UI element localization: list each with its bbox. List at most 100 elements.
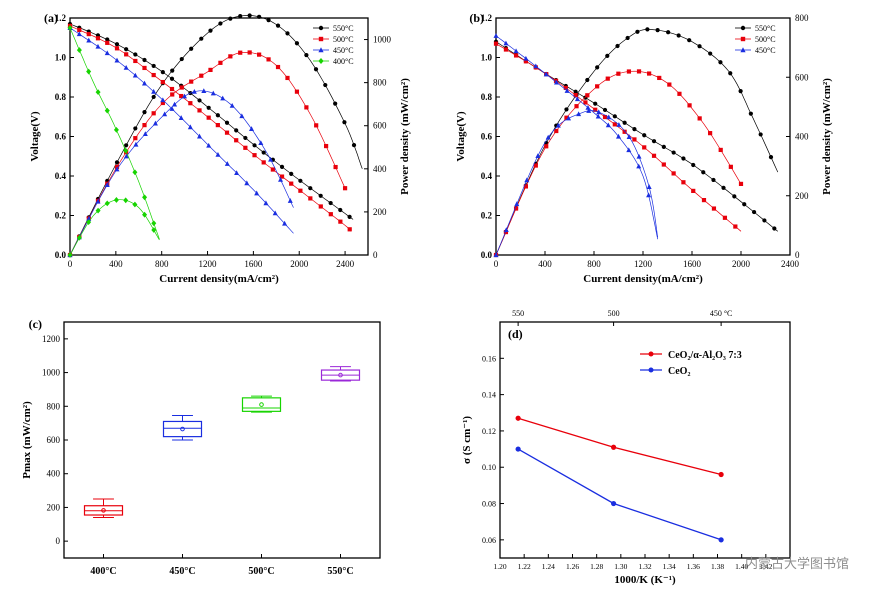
power-point (758, 132, 763, 137)
voltage-point (187, 124, 193, 130)
y-tick-label: 600 (47, 435, 61, 445)
panel-d: 1.20 1.22 1.24 1.26 1.28 1.30 1.32 1.34 1.36 1.38… (461, 309, 791, 586)
y-tick-label: 0.12 (482, 427, 496, 436)
voltage-point (104, 107, 110, 114)
voltage-point (605, 122, 611, 128)
y-tick-label: 1.2 (55, 13, 67, 23)
power-line (495, 29, 779, 256)
y2-tick-label: 1000 (373, 35, 392, 45)
power-point (179, 56, 184, 62)
power-point (657, 75, 662, 81)
voltage-point (762, 218, 767, 223)
voltage-point (86, 68, 92, 75)
top-tick-label: 450 °C (710, 309, 733, 318)
x-tick-label: 2000 (732, 259, 751, 269)
voltage-point (243, 145, 248, 150)
voltage-point (234, 170, 240, 176)
y-tick-label: 0.06 (482, 536, 496, 545)
data-point (515, 415, 521, 421)
legend-marker (740, 36, 746, 42)
y2-tick-label: 400 (373, 164, 387, 174)
y-tick-label: 0.8 (55, 92, 67, 102)
y2-axis-label: Power density (mW/cm²) (821, 78, 833, 195)
voltage-point (493, 33, 499, 38)
power-point (738, 181, 744, 186)
voltage-point (681, 156, 686, 161)
y-axis-label: Voltage(V) (29, 111, 41, 162)
data-point (610, 444, 617, 450)
power-point (533, 163, 538, 168)
voltage-point (622, 120, 627, 125)
power-point (123, 197, 129, 204)
power-point (257, 52, 262, 57)
voltage-point (133, 58, 138, 64)
power-point (555, 122, 561, 128)
power-point (748, 111, 753, 116)
voltage-point (261, 150, 266, 155)
power-point (285, 31, 290, 36)
voltage-point (593, 107, 598, 112)
power-point (566, 115, 572, 121)
voltage-point (612, 114, 617, 119)
power-point (635, 29, 640, 34)
series-450°C (493, 33, 659, 258)
power-point (304, 105, 309, 110)
power-point (351, 142, 357, 148)
legend-marker (318, 25, 324, 31)
plot-frame (499, 321, 791, 559)
power-point (123, 153, 129, 159)
voltage-point (573, 93, 578, 98)
voltage-point (671, 171, 676, 176)
voltage-point (651, 153, 657, 158)
y-tick-label: 0.8 (481, 92, 493, 102)
voltage-point (124, 52, 129, 57)
voltage-point (503, 47, 509, 52)
power-point (718, 60, 723, 65)
power-point (285, 75, 290, 81)
power-point (229, 102, 235, 108)
mean-marker (180, 426, 185, 432)
top-tick-label: 500 (608, 309, 620, 318)
voltage-point (279, 174, 285, 179)
category-label: 550°C (327, 566, 353, 577)
y-tick-label: 400 (47, 469, 61, 479)
y-axis-label: Pmax (mW/cm²) (21, 401, 33, 479)
power-point (304, 52, 309, 58)
plot-frame (63, 321, 381, 559)
voltage-point (308, 186, 313, 191)
x-tick-label: 1.34 (663, 562, 676, 571)
power-point (228, 16, 233, 21)
panel-a: 0 400 800 1200 1600 2000 24000.00.20.40.60.81.… (29, 11, 411, 285)
power-point (586, 108, 592, 113)
voltage-point (289, 181, 294, 186)
voltage-point (215, 113, 220, 118)
power-point (142, 110, 147, 115)
y-axis-label: Voltage(V) (455, 111, 467, 162)
voltage-point (206, 142, 212, 148)
voltage-point (151, 220, 157, 227)
legend-marker (648, 367, 654, 373)
series-400°C (67, 24, 160, 258)
voltage-point (224, 120, 230, 125)
voltage-point (114, 57, 120, 63)
voltage-point (742, 202, 747, 207)
power-point (210, 90, 216, 96)
x-tick-label: 1.26 (566, 562, 579, 571)
y2-tick-label: 0 (373, 250, 378, 260)
voltage-point (197, 98, 202, 103)
power-point (247, 50, 252, 55)
x-tick-label: 1200 (634, 259, 653, 269)
legend-marker (648, 351, 654, 357)
x-tick-label: 1.20 (493, 562, 506, 571)
panel-label: (b) (469, 11, 484, 25)
voltage-point (701, 198, 707, 203)
legend-marker (740, 25, 746, 31)
x-tick-label: 1600 (683, 259, 702, 269)
power-point (667, 82, 672, 87)
voltage-point (632, 126, 637, 132)
x-tick-label: 400 (109, 259, 123, 269)
voltage-point (328, 212, 333, 217)
power-point (294, 41, 300, 46)
voltage-point (308, 196, 313, 201)
x-tick-label: 2400 (336, 259, 355, 269)
